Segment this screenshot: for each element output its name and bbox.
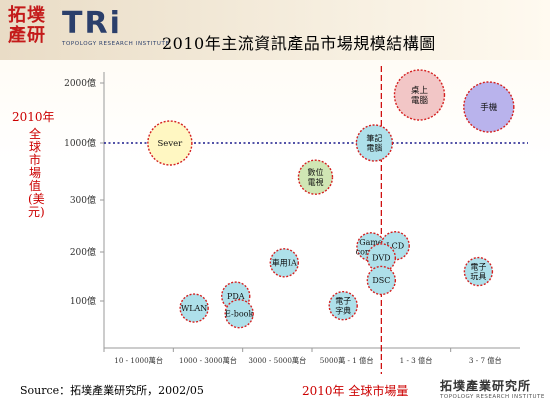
bubble-label: 電腦 — [366, 143, 382, 153]
header-banner — [0, 0, 550, 60]
bubble-circle — [463, 81, 515, 133]
source-note: Source：拓墣產業研究所，2002/05 — [20, 384, 204, 397]
footer-logo-cn: 拓墣產業研究所 — [440, 379, 532, 393]
bubble-label: E-book — [225, 309, 253, 318]
bubble: 車用IA — [269, 248, 299, 278]
footer-logo: 拓墣產業研究所 TOPOLOGY RESEARCH INSTITUTE — [440, 377, 545, 400]
bubble-label: 電子 — [335, 297, 351, 306]
bubble-circle — [224, 298, 254, 329]
bubble-circle — [269, 248, 299, 278]
y-tick-label: 100億 — [70, 295, 96, 307]
bubble-label: 數位 — [307, 167, 323, 177]
bubble-label: DSC — [372, 276, 390, 285]
bubble-circle — [355, 124, 394, 162]
bubble-label: 筆記 — [366, 133, 382, 143]
chart-title: 2010年主流資訊產品市場規模結構圖 — [162, 34, 436, 53]
bubble-circle — [328, 291, 358, 321]
x-tick-label: 1 - 3 億台 — [400, 356, 433, 365]
company-logo: 拓墣 產研 TRi TOPOLOGY RESEARCH INSTITUTE — [4, 5, 169, 50]
bubble-circle — [297, 159, 334, 195]
bubble-circle — [463, 256, 494, 287]
bubble-label: 電腦 — [411, 95, 429, 106]
y-axis-title: 全球市場值(美元) — [28, 127, 45, 219]
footer-logo-en: TOPOLOGY RESEARCH INSTITUTE — [440, 394, 545, 400]
bubble-label: 玩具 — [470, 272, 486, 281]
bubble-label: 桌上 — [411, 85, 429, 96]
x-tick-label: 3000 - 5000萬台 — [248, 356, 306, 365]
bubble-circle — [393, 69, 446, 121]
x-tick-label: 3 - 7 億台 — [469, 356, 502, 365]
x-tick-label: 10 - 1000萬台 — [114, 356, 163, 365]
bubble-label: Sever — [157, 139, 183, 149]
logo-tri: TRi — [62, 6, 122, 41]
bubble: 手機 — [463, 81, 515, 133]
bubble-circle — [179, 293, 209, 323]
bubble-label: WLAN — [181, 304, 207, 313]
bubble-label: Game — [359, 238, 383, 247]
bubble-label: LCD — [386, 242, 404, 251]
bubble-label: 字典 — [335, 305, 351, 315]
bubble: Sever — [147, 120, 193, 166]
y-tick-label: 200億 — [70, 246, 96, 258]
bubble-label: 電子 — [470, 263, 486, 272]
x-tick-label: 5000萬 - 1 億台 — [320, 356, 374, 365]
logo-cn-line2: 產研 — [8, 25, 46, 46]
bubble: WLAN — [179, 293, 209, 323]
bubble-circle — [366, 265, 397, 296]
bubble-label: 車用IA — [272, 258, 297, 268]
bubble-label: 電視 — [307, 178, 323, 187]
y-tick-label: 2000億 — [64, 77, 96, 89]
x-axis-title: 2010年 全球市場量 — [302, 384, 409, 398]
bubble-label: DVD — [372, 254, 390, 263]
bubble-label: PDA — [227, 292, 245, 301]
x-tick-label: 1000 - 3000萬台 — [179, 356, 237, 365]
bubble: DSC — [366, 265, 397, 296]
bubble-circle — [147, 120, 193, 166]
bubble-label: 手機 — [480, 102, 498, 113]
bubble: E-book — [224, 298, 254, 329]
y-tick-label: 1000億 — [64, 137, 96, 149]
y-tick-label: 300億 — [70, 194, 96, 206]
logo-cn-line1: 拓墣 — [8, 5, 46, 26]
logo-subtitle: TOPOLOGY RESEARCH INSTITUTE — [62, 41, 170, 47]
y-axis-year: 2010年 — [12, 110, 55, 124]
